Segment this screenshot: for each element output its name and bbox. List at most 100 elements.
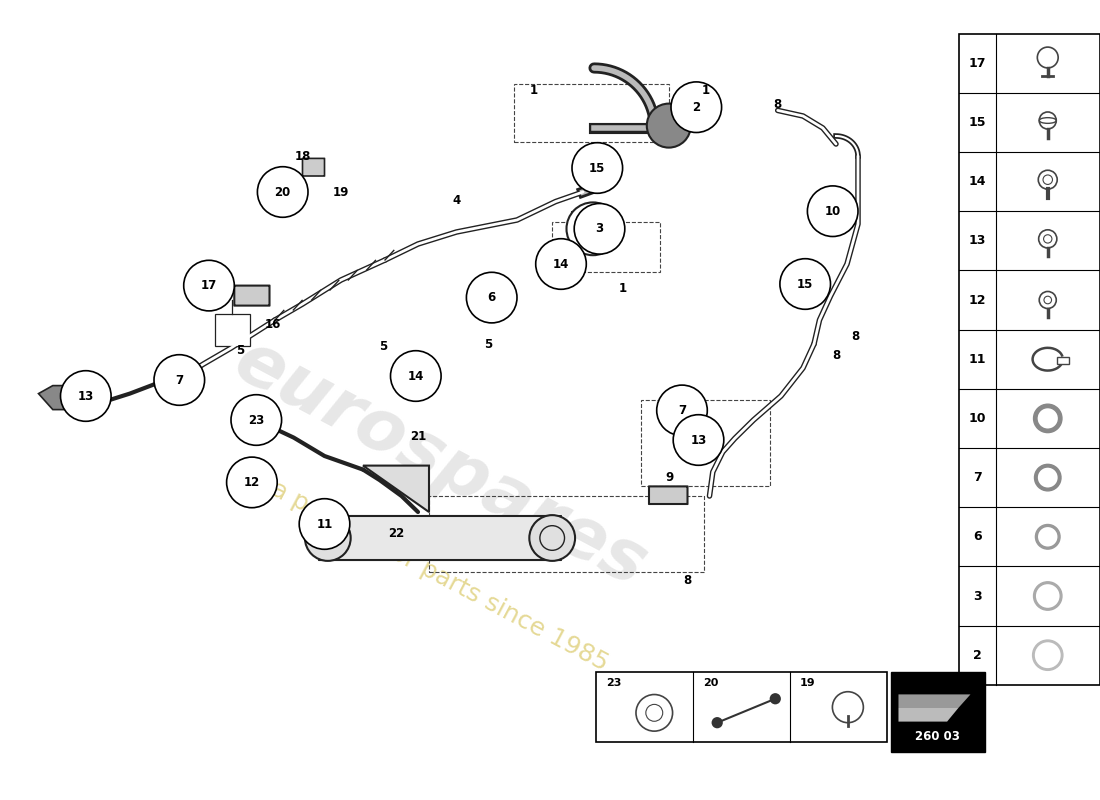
Text: 17: 17 [969,57,986,70]
Circle shape [574,203,625,254]
Circle shape [575,146,619,190]
Text: 20: 20 [703,678,718,687]
Circle shape [647,104,691,147]
Text: 8: 8 [832,350,840,362]
Circle shape [300,500,349,548]
Polygon shape [899,708,958,722]
Text: 20: 20 [275,186,290,198]
Circle shape [673,414,724,466]
Text: 8: 8 [773,98,782,110]
Text: 7: 7 [678,404,686,417]
FancyBboxPatch shape [234,286,270,306]
Polygon shape [39,386,76,410]
Circle shape [154,354,205,406]
Text: 11: 11 [317,518,332,530]
Text: 23: 23 [606,678,621,687]
Text: 6: 6 [487,291,496,304]
Text: 9: 9 [666,471,674,484]
Text: 21: 21 [410,430,426,442]
Circle shape [536,238,586,290]
Text: 1: 1 [529,84,538,97]
Bar [641,400,770,486]
Bar [891,672,985,752]
Text: 5: 5 [235,344,244,357]
Circle shape [466,272,517,323]
Text: 14: 14 [969,175,986,188]
Text: 2: 2 [692,101,701,114]
Circle shape [662,390,702,430]
Circle shape [712,717,723,728]
Text: 6: 6 [974,530,981,543]
Text: 23: 23 [249,414,264,426]
Bar [214,314,250,346]
Text: 5: 5 [378,340,387,353]
Text: 2: 2 [974,649,981,662]
Text: 3: 3 [595,222,604,235]
Text: eurospares: eurospares [222,326,658,602]
Text: 5: 5 [484,338,493,350]
Text: 7: 7 [175,374,184,386]
Circle shape [657,385,707,436]
Text: 12: 12 [244,476,260,489]
Circle shape [390,350,441,402]
Text: 13: 13 [78,390,94,402]
Text: 10: 10 [969,412,986,425]
Text: 14: 14 [553,258,569,270]
Text: 3: 3 [974,590,981,602]
FancyBboxPatch shape [649,486,688,504]
Text: 10: 10 [825,205,840,218]
Text: 7: 7 [974,471,981,484]
Text: 11: 11 [969,353,986,366]
Circle shape [305,515,351,561]
Text: 1: 1 [618,282,627,294]
Circle shape [780,258,830,310]
FancyBboxPatch shape [572,212,614,244]
Text: 12: 12 [969,294,986,306]
Text: 22: 22 [388,527,404,540]
Text: 18: 18 [295,150,310,162]
Circle shape [299,498,350,550]
Circle shape [566,202,619,255]
Text: 1: 1 [702,84,711,97]
FancyBboxPatch shape [319,516,561,560]
Circle shape [257,166,308,218]
Text: 13: 13 [969,234,986,247]
FancyBboxPatch shape [302,158,324,176]
Text: 14: 14 [408,370,424,382]
Circle shape [808,187,857,235]
Bar [596,672,887,742]
Text: 19: 19 [333,186,349,198]
Text: 15: 15 [798,278,813,290]
Circle shape [184,260,234,311]
Text: 19: 19 [800,678,815,687]
Text: 15: 15 [590,162,605,174]
Circle shape [529,515,575,561]
Polygon shape [363,466,429,512]
Text: 4: 4 [452,194,461,206]
Circle shape [783,262,827,306]
Bar [429,496,704,572]
Circle shape [807,186,858,237]
Bar [514,84,669,142]
Text: 13: 13 [691,434,706,446]
Circle shape [227,457,277,508]
Text: 16: 16 [265,318,280,330]
Bar [959,34,1100,685]
Text: 8: 8 [851,330,860,342]
Circle shape [231,394,282,446]
Text: 15: 15 [969,116,986,129]
Polygon shape [899,694,970,708]
Text: 17: 17 [201,279,217,292]
Circle shape [66,376,106,416]
Circle shape [228,458,276,506]
Circle shape [682,422,722,462]
Circle shape [671,82,722,133]
Circle shape [770,693,781,704]
Text: a passion for parts since 1985: a passion for parts since 1985 [267,477,613,675]
Text: 260 03: 260 03 [915,730,960,742]
Text: 8: 8 [683,574,692,586]
Bar [1057,358,1068,364]
Circle shape [60,370,111,422]
Bar [552,222,660,272]
Circle shape [155,356,204,404]
